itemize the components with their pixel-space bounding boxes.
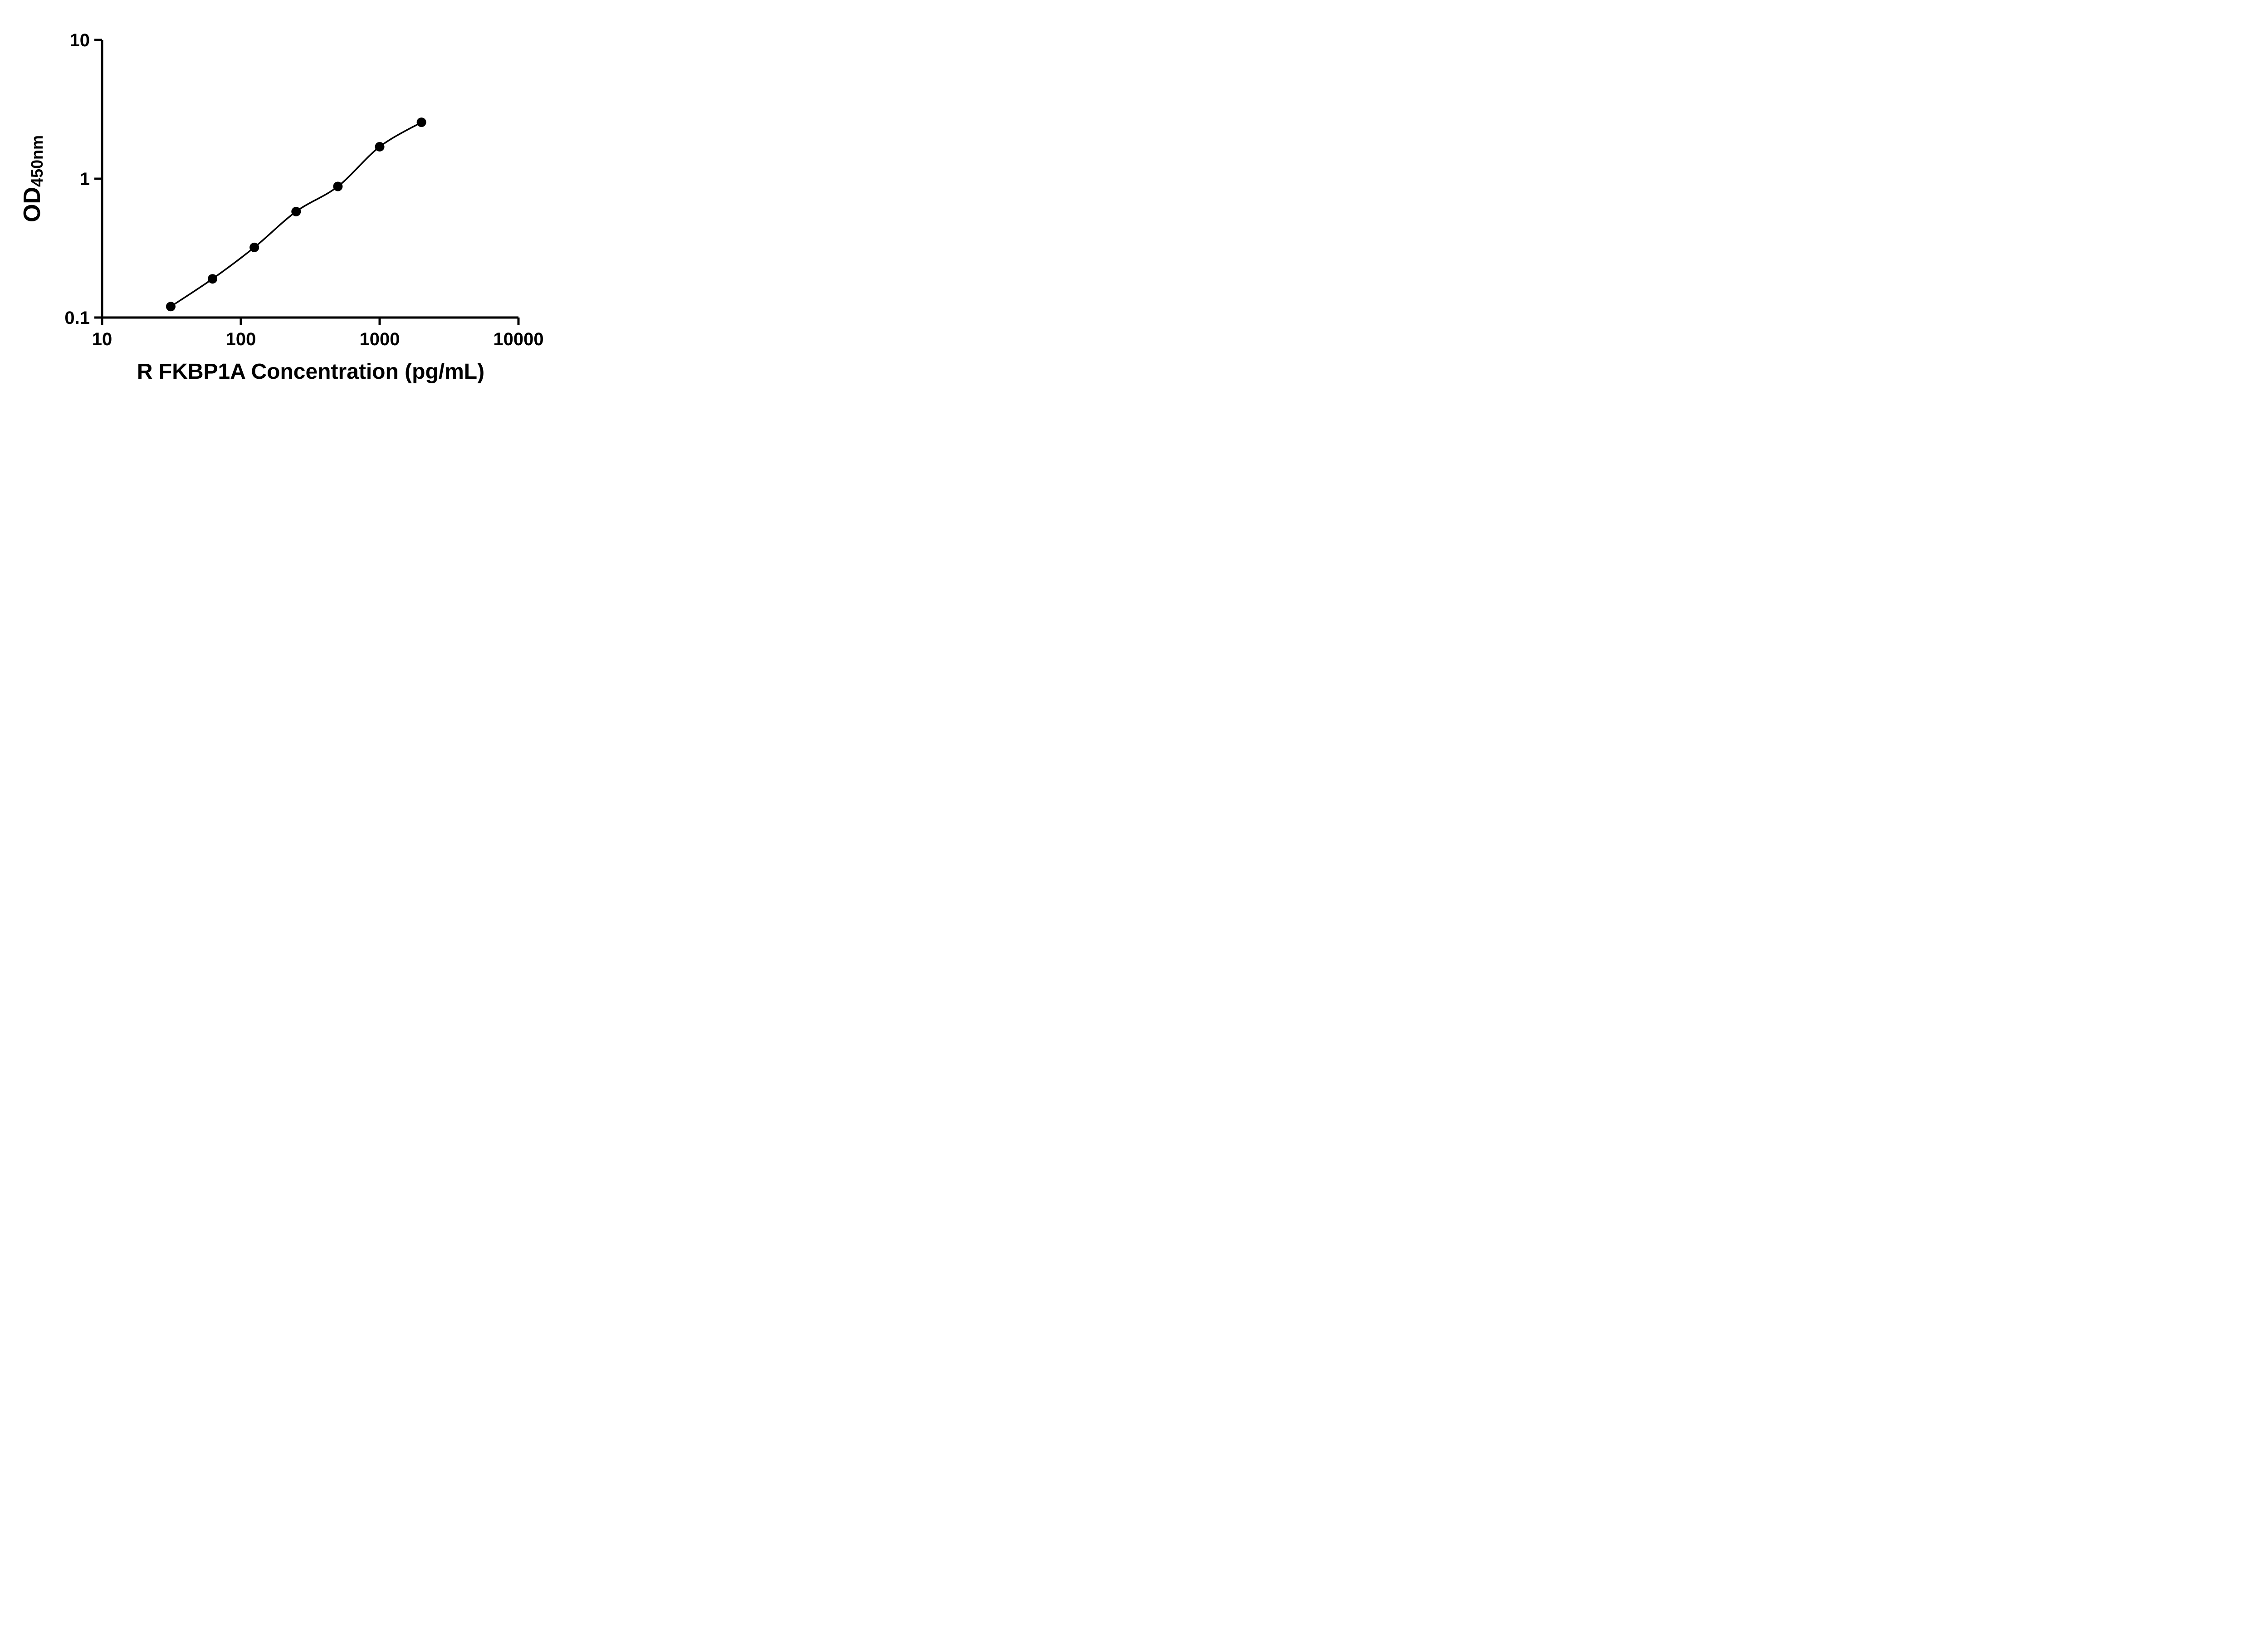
x-tick-label: 1000 <box>360 329 400 349</box>
data-point <box>208 274 218 284</box>
x-tick-label: 10000 <box>493 329 543 349</box>
standard-curve-figure: 10 100 1000 10000 0.1 1 10 OD450nm R FKBP1A Co… <box>0 0 572 408</box>
y-tick-label: 1 <box>80 169 90 189</box>
data-point <box>166 302 176 312</box>
y-axis-title-subscript: 450nm <box>28 135 47 187</box>
data-point <box>249 242 259 252</box>
data-point <box>416 117 426 127</box>
data-point <box>375 142 385 152</box>
data-point <box>333 181 343 191</box>
data-point <box>291 206 301 216</box>
plot-svg: 10 100 1000 10000 0.1 1 10 <box>64 30 543 349</box>
y-axis-title: OD450nm <box>19 135 47 222</box>
y-tick-label: 0.1 <box>64 308 90 328</box>
y-axis-title-main: OD <box>19 187 45 223</box>
y-tick-label: 10 <box>70 30 90 50</box>
x-axis-title: R FKBP1A Concentration (pg/mL) <box>137 360 485 384</box>
x-tick-label: 100 <box>226 329 256 349</box>
x-tick-label: 10 <box>92 329 112 349</box>
